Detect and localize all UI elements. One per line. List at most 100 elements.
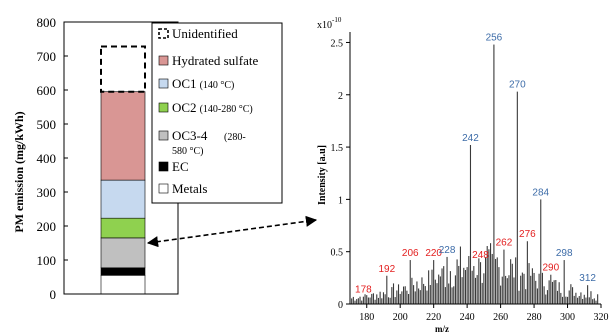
spectrum-x-tick-label: 280 [527,312,542,323]
legend-label-range: (140-280 °C) [200,104,253,115]
spectrum-peak [401,291,403,304]
spectrum-x-tick-label: 220 [426,312,441,323]
spectrum-peak [408,294,410,304]
spectrum-peak [399,293,401,304]
spectrum-peak [536,288,538,304]
spectrum-peak [573,295,575,304]
emission-y-tick-label: 500 [37,117,57,132]
spectrum-peak [439,276,441,304]
spectrum-peak [551,281,554,304]
spectrum-exponent-base: x10 [317,20,332,31]
segment-ec [100,267,146,276]
spectrum-peak [456,259,458,304]
spectrum-peak [541,272,543,304]
spectrum-peak [580,292,582,304]
spectrum-peak [377,297,379,304]
spectrum-peak [352,296,354,304]
spectrum-peak [473,266,475,304]
spectrum-peak [582,298,584,304]
spectrum-peak [466,267,468,304]
legend-label: OC3-4 [172,128,208,143]
spectrum-peak [496,257,498,304]
spectrum-peak [505,275,507,304]
legend-label: OC2 [172,100,197,115]
spectrum-peak [500,285,502,304]
emission-y-tick-label: 700 [37,49,57,64]
spectrum-x-tick-label: 320 [594,312,609,323]
peak-label: 312 [579,273,596,284]
spectrum-peak [486,246,488,304]
spectrum-peak-312 [587,285,589,304]
spectrum-peak [468,256,470,304]
spectrum-peak [513,277,515,304]
spectrum-peak [520,275,522,304]
spectrum-peak [361,300,363,304]
segment-oc2 [100,217,146,239]
emission-y-tick-label: 300 [37,185,57,200]
spectrum-peak [382,292,385,304]
spectrum-peak [426,290,428,304]
spectrum-peak [518,290,520,304]
peak-label: 270 [509,80,526,91]
spectrum-peak [411,277,413,304]
spectrum-y-tick-label: 2.5 [331,38,344,49]
spectrum-peak [560,292,562,304]
spectrum-peak [429,285,431,304]
spectrum-peak [374,299,376,304]
spectrum-peak [369,297,371,304]
spectrum-peak [359,296,361,304]
spectrum-peak [357,298,359,304]
spectrum-peak [454,275,456,304]
spectrum-peak [590,291,592,304]
spectrum-peak [364,294,366,304]
spectrum-peak [458,265,460,304]
emission-y-tick-label: 0 [50,287,57,302]
spectrum-peak [387,297,390,304]
emission-y-tick-label: 600 [37,83,57,98]
spectrum-peak [366,295,368,304]
legend-swatch-ec [158,161,169,172]
spectrum-peak [459,246,461,304]
spectrum-peak [381,298,383,304]
spectrum-peak [419,290,421,304]
spectrum-peak-298 [563,260,565,304]
segment-unidentified [100,45,146,93]
spectrum-peak-220 [433,260,435,304]
spectrum-peak [391,287,393,304]
emission-y-axis-title: PM emission (mg/kWh) [12,111,26,232]
spectrum-x-tick-label: 300 [560,312,575,323]
spectrum-x-tick-label: 260 [493,312,508,323]
spectrum-peak [367,297,369,304]
spectrum-peak [384,294,386,304]
spectrum-peak [451,287,453,304]
peak-label: 220 [425,248,442,259]
spectrum-peak [543,286,545,304]
spectrum-peak [389,297,391,304]
legend-swatch-oc3-4 [158,130,169,141]
spectrum-x-ticks: 180 200 220 240 260 280 300 320 [359,304,609,323]
spectrum-y-tick-label: 1.5 [331,143,344,154]
peak-label: 284 [532,187,549,198]
mass-spectrum-chart: x10 -10 Intensity [a.u] m/z 0 0.5 1 1.5 2 2.5… [317,16,609,333]
spectrum-peak [488,249,490,304]
spectrum-peak [506,278,508,304]
legend-label-range: (280- [224,132,246,143]
spectrum-peak [379,291,381,304]
spectrum-peak [441,268,443,304]
spectrum-peak [546,290,549,304]
spectrum-peak [394,297,396,304]
spectrum-peak [577,297,579,304]
spectrum-peak [483,273,485,304]
connector-arrow [146,215,318,248]
emission-y-tick-label: 400 [37,151,57,166]
spectrum-peak [545,294,547,304]
spectrum-peak-178 [362,296,364,304]
spectrum-peak [535,280,537,304]
spectrum-y-tick-label: 2 [338,91,343,102]
legend-label: Unidentified [172,26,238,41]
spectrum-peak [491,253,493,304]
spectrum-peak [548,280,550,304]
peak-label: 256 [486,33,503,44]
spectrum-x-tick-label: 180 [359,312,374,323]
